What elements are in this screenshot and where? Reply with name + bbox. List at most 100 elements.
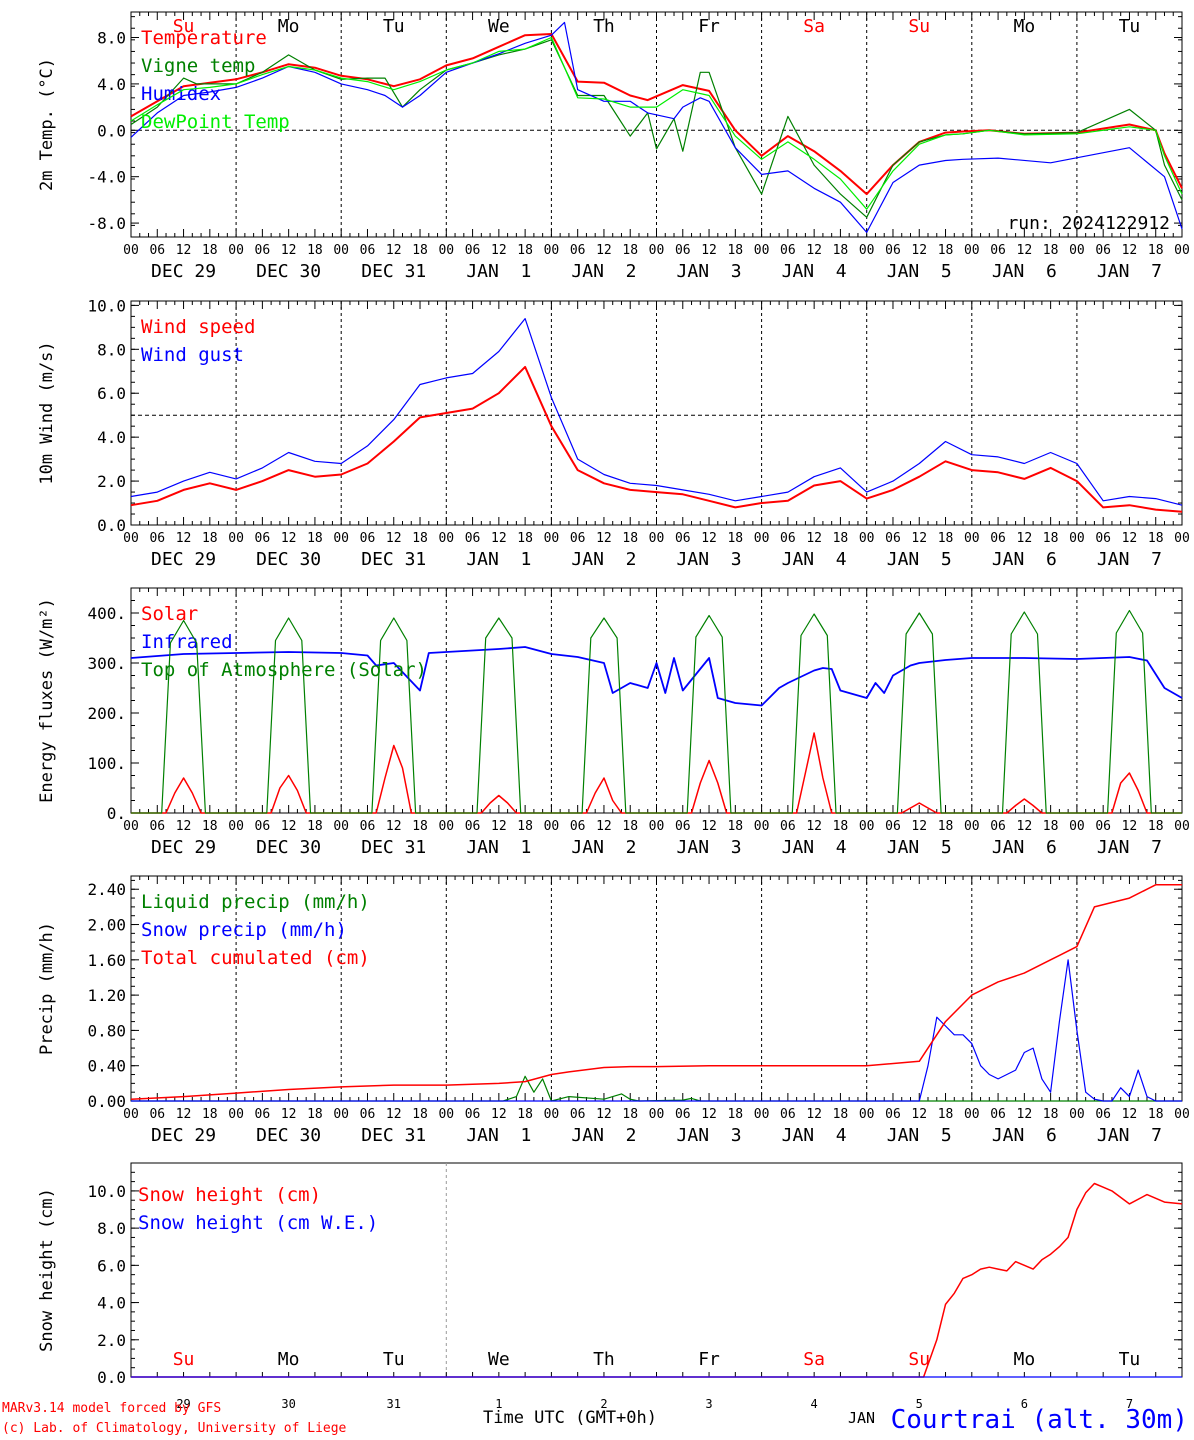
hour-tick-label: 12 [491,819,507,834]
y-tick-label: 2.00 [87,916,126,935]
date-label: JAN 1 [466,261,531,282]
hour-tick-label: 12 [281,531,297,546]
legend-entry: Snow height (cm) [138,1184,321,1206]
hour-tick-label: 06 [885,1107,901,1122]
date-label: JAN 7 [1097,1125,1162,1146]
hour-tick-label: 18 [1148,531,1164,546]
hour-tick-label: 18 [307,243,323,258]
hour-tick-label: 06 [780,1107,796,1122]
hour-tick-label: 00 [228,243,244,258]
hour-tick-label: 18 [938,1107,954,1122]
hour-tick-label: 12 [281,1107,297,1122]
hour-tick-label: 06 [149,819,165,834]
hour-tick-label: 12 [911,243,927,258]
hour-tick-label: 00 [964,531,980,546]
y-tick-label: 2.0 [97,472,126,491]
hour-tick-label: 18 [727,819,743,834]
date-label: DEC 30 [256,1125,321,1146]
hour-tick-label: 06 [675,1107,691,1122]
series-line-1-1 [130,33,1183,196]
weekday-label: We [488,16,510,37]
hour-tick-label: 00 [1069,819,1085,834]
hour-tick-label: 12 [701,819,717,834]
date-label: JAN 2 [571,261,636,282]
date-label: JAN 1 [466,837,531,858]
hour-tick-label: 06 [465,819,481,834]
date-label: JAN 2 [571,837,636,858]
hour-tick-label: 18 [412,243,428,258]
y-tick-label: 100. [87,754,126,773]
hour-tick-label: 06 [990,1107,1006,1122]
day-number-label: 29 [176,1397,190,1411]
legend-entry: Wind speed [141,316,255,338]
date-label: DEC 30 [256,549,321,570]
hour-tick-label: 00 [649,1107,665,1122]
hour-tick-label: 00 [438,819,454,834]
x-axis-label: Time UTC (GMT+0h) [483,1408,657,1428]
date-label: JAN 4 [782,549,847,570]
hour-tick-label: 12 [1017,243,1033,258]
hour-tick-label: 06 [780,243,796,258]
date-label: JAN 5 [887,1125,952,1146]
series-line-1-4 [130,36,1183,210]
legend-entry: Liquid precip (mm/h) [141,891,370,913]
hour-tick-label: 18 [1043,819,1059,834]
y-tick-label: 1.60 [87,951,126,970]
hour-tick-label: 12 [386,1107,402,1122]
legend-entry: Snow height (cm W.E.) [138,1212,378,1234]
y-tick-label: 0.80 [87,1021,126,1040]
chart-panel-3: 00 06 12 18 00 06 12 18 00 06 12 18 00 06 12 18 00 06 12 18… [37,587,1190,858]
legend-entry: Total cumulated (cm) [141,947,370,969]
y-tick-label: 0.0 [97,516,126,535]
hour-tick-label: 12 [386,819,402,834]
hour-tick-label: 00 [859,1107,875,1122]
legend-entry: Humidex [141,83,221,105]
hour-tick-label: 12 [911,1107,927,1122]
legend-entry: Temperature [141,27,267,49]
y-tick-label: -4.0 [87,168,126,187]
y-tick-label: 0.00 [87,1092,126,1111]
y-tick-label: 10.0 [87,1182,126,1201]
hour-tick-label: 00 [1174,531,1190,546]
hour-tick-label: 06 [1095,819,1111,834]
month-label: JAN [848,1409,875,1427]
weekday-label: Tu [1119,16,1141,37]
y-axis-label: 10m Wind (m/s) [37,341,57,484]
hour-tick-label: 18 [412,819,428,834]
hour-tick-label: 06 [570,819,586,834]
hour-tick-label: 06 [255,819,271,834]
weekday-label: Su [908,1349,930,1370]
weekday-label: Su [173,1349,195,1370]
day-number-label: 4 [811,1397,818,1411]
series-line-3-3 [131,609,1182,814]
hour-tick-label: 18 [1043,1107,1059,1122]
hour-tick-label: 18 [833,243,849,258]
y-tick-label: 200. [87,704,126,723]
hour-tick-label: 18 [727,531,743,546]
hour-tick-label: 00 [123,1107,139,1122]
hour-tick-label: 00 [333,1107,349,1122]
hour-tick-label: 12 [176,819,192,834]
hour-tick-label: 06 [780,531,796,546]
hour-tick-label: 00 [649,531,665,546]
date-label: JAN 2 [571,1125,636,1146]
day-number-label: 7 [1126,1397,1133,1411]
hour-tick-label: 18 [938,819,954,834]
date-label: DEC 30 [256,261,321,282]
weekday-label: Sa [803,1349,825,1370]
hour-tick-label: 18 [307,531,323,546]
hour-tick-label: 00 [859,531,875,546]
date-label: JAN 7 [1097,837,1162,858]
hour-tick-label: 06 [1095,243,1111,258]
hour-tick-label: 18 [517,243,533,258]
hour-tick-label: 06 [780,819,796,834]
hour-tick-label: 00 [438,243,454,258]
date-label: JAN 3 [677,837,742,858]
hour-tick-label: 18 [938,531,954,546]
hour-tick-label: 18 [202,1107,218,1122]
hour-tick-label: 12 [1122,531,1138,546]
hour-tick-label: 00 [228,1107,244,1122]
hour-tick-label: 00 [754,243,770,258]
hour-tick-label: 12 [1122,819,1138,834]
day-number-label: 3 [705,1397,712,1411]
